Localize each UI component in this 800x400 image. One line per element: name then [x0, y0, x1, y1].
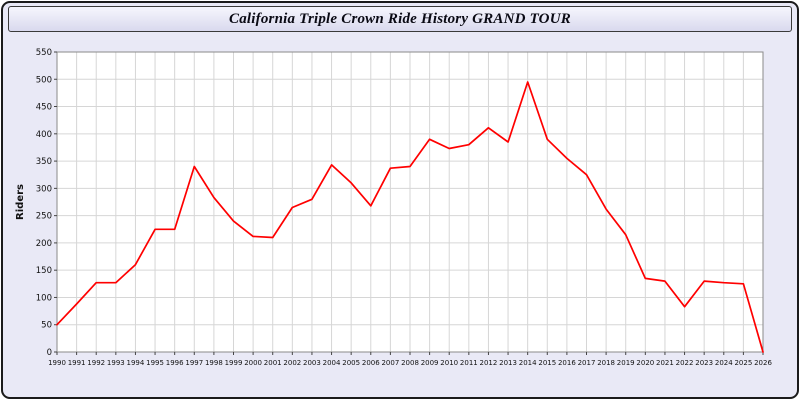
y-axis-labels: 0 50 100 150 200 250 300 350 400 450 500 550 [36, 48, 57, 358]
svg-text:450: 450 [36, 103, 52, 113]
svg-text:2002: 2002 [283, 359, 301, 367]
svg-text:2007: 2007 [381, 359, 399, 367]
svg-text:2018: 2018 [597, 359, 615, 367]
svg-text:1994: 1994 [127, 359, 145, 367]
svg-text:100: 100 [36, 293, 52, 303]
svg-text:2021: 2021 [656, 359, 674, 367]
svg-text:1992: 1992 [87, 359, 105, 367]
svg-text:2009: 2009 [421, 359, 439, 367]
svg-text:2020: 2020 [636, 359, 654, 367]
svg-text:1999: 1999 [225, 359, 243, 367]
svg-text:2004: 2004 [323, 359, 341, 367]
svg-text:2013: 2013 [499, 359, 517, 367]
svg-text:2024: 2024 [715, 359, 733, 367]
svg-text:2001: 2001 [264, 359, 282, 367]
svg-text:2017: 2017 [578, 359, 596, 367]
svg-text:2010: 2010 [440, 359, 458, 367]
svg-text:2019: 2019 [617, 359, 635, 367]
svg-text:2025: 2025 [734, 359, 752, 367]
grid-lines [56, 51, 764, 353]
svg-text:50: 50 [41, 321, 52, 331]
svg-text:2011: 2011 [460, 359, 478, 367]
svg-text:2008: 2008 [401, 359, 419, 367]
svg-text:300: 300 [36, 184, 52, 194]
svg-text:150: 150 [36, 266, 52, 276]
svg-text:200: 200 [36, 239, 52, 249]
svg-text:2012: 2012 [480, 359, 498, 367]
svg-text:1993: 1993 [107, 359, 125, 367]
svg-text:2005: 2005 [342, 359, 360, 367]
svg-text:2023: 2023 [695, 359, 713, 367]
x-axis-labels: 1990 1991 1992 1993 1994 1995 1996 1997 1998 1999… [48, 352, 772, 367]
y-axis-title: Riders [15, 184, 26, 220]
svg-text:0: 0 [47, 348, 52, 358]
svg-text:2016: 2016 [558, 359, 576, 367]
chart-title-bar: California Triple Crown Ride History GRA… [8, 6, 792, 32]
svg-text:2000: 2000 [244, 359, 262, 367]
svg-text:400: 400 [36, 130, 52, 140]
svg-text:2026: 2026 [754, 359, 772, 367]
chart-title: California Triple Crown Ride History GRA… [229, 10, 571, 27]
svg-text:2006: 2006 [362, 359, 380, 367]
svg-text:2014: 2014 [519, 359, 537, 367]
riders-series-line [56, 81, 764, 353]
svg-text:2003: 2003 [303, 359, 321, 367]
svg-text:2015: 2015 [538, 359, 556, 367]
svg-text:550: 550 [36, 48, 52, 58]
svg-text:1996: 1996 [166, 359, 184, 367]
svg-text:500: 500 [36, 75, 52, 85]
svg-text:1990: 1990 [48, 359, 66, 367]
svg-text:2022: 2022 [676, 359, 694, 367]
svg-text:350: 350 [36, 157, 52, 167]
chart-area: 0 50 100 150 200 250 300 350 400 450 500 550 1990 199… [11, 44, 789, 386]
svg-text:1995: 1995 [146, 359, 164, 367]
svg-text:1991: 1991 [68, 359, 86, 367]
svg-text:250: 250 [36, 212, 52, 222]
svg-text:1997: 1997 [185, 359, 203, 367]
svg-text:1998: 1998 [205, 359, 223, 367]
